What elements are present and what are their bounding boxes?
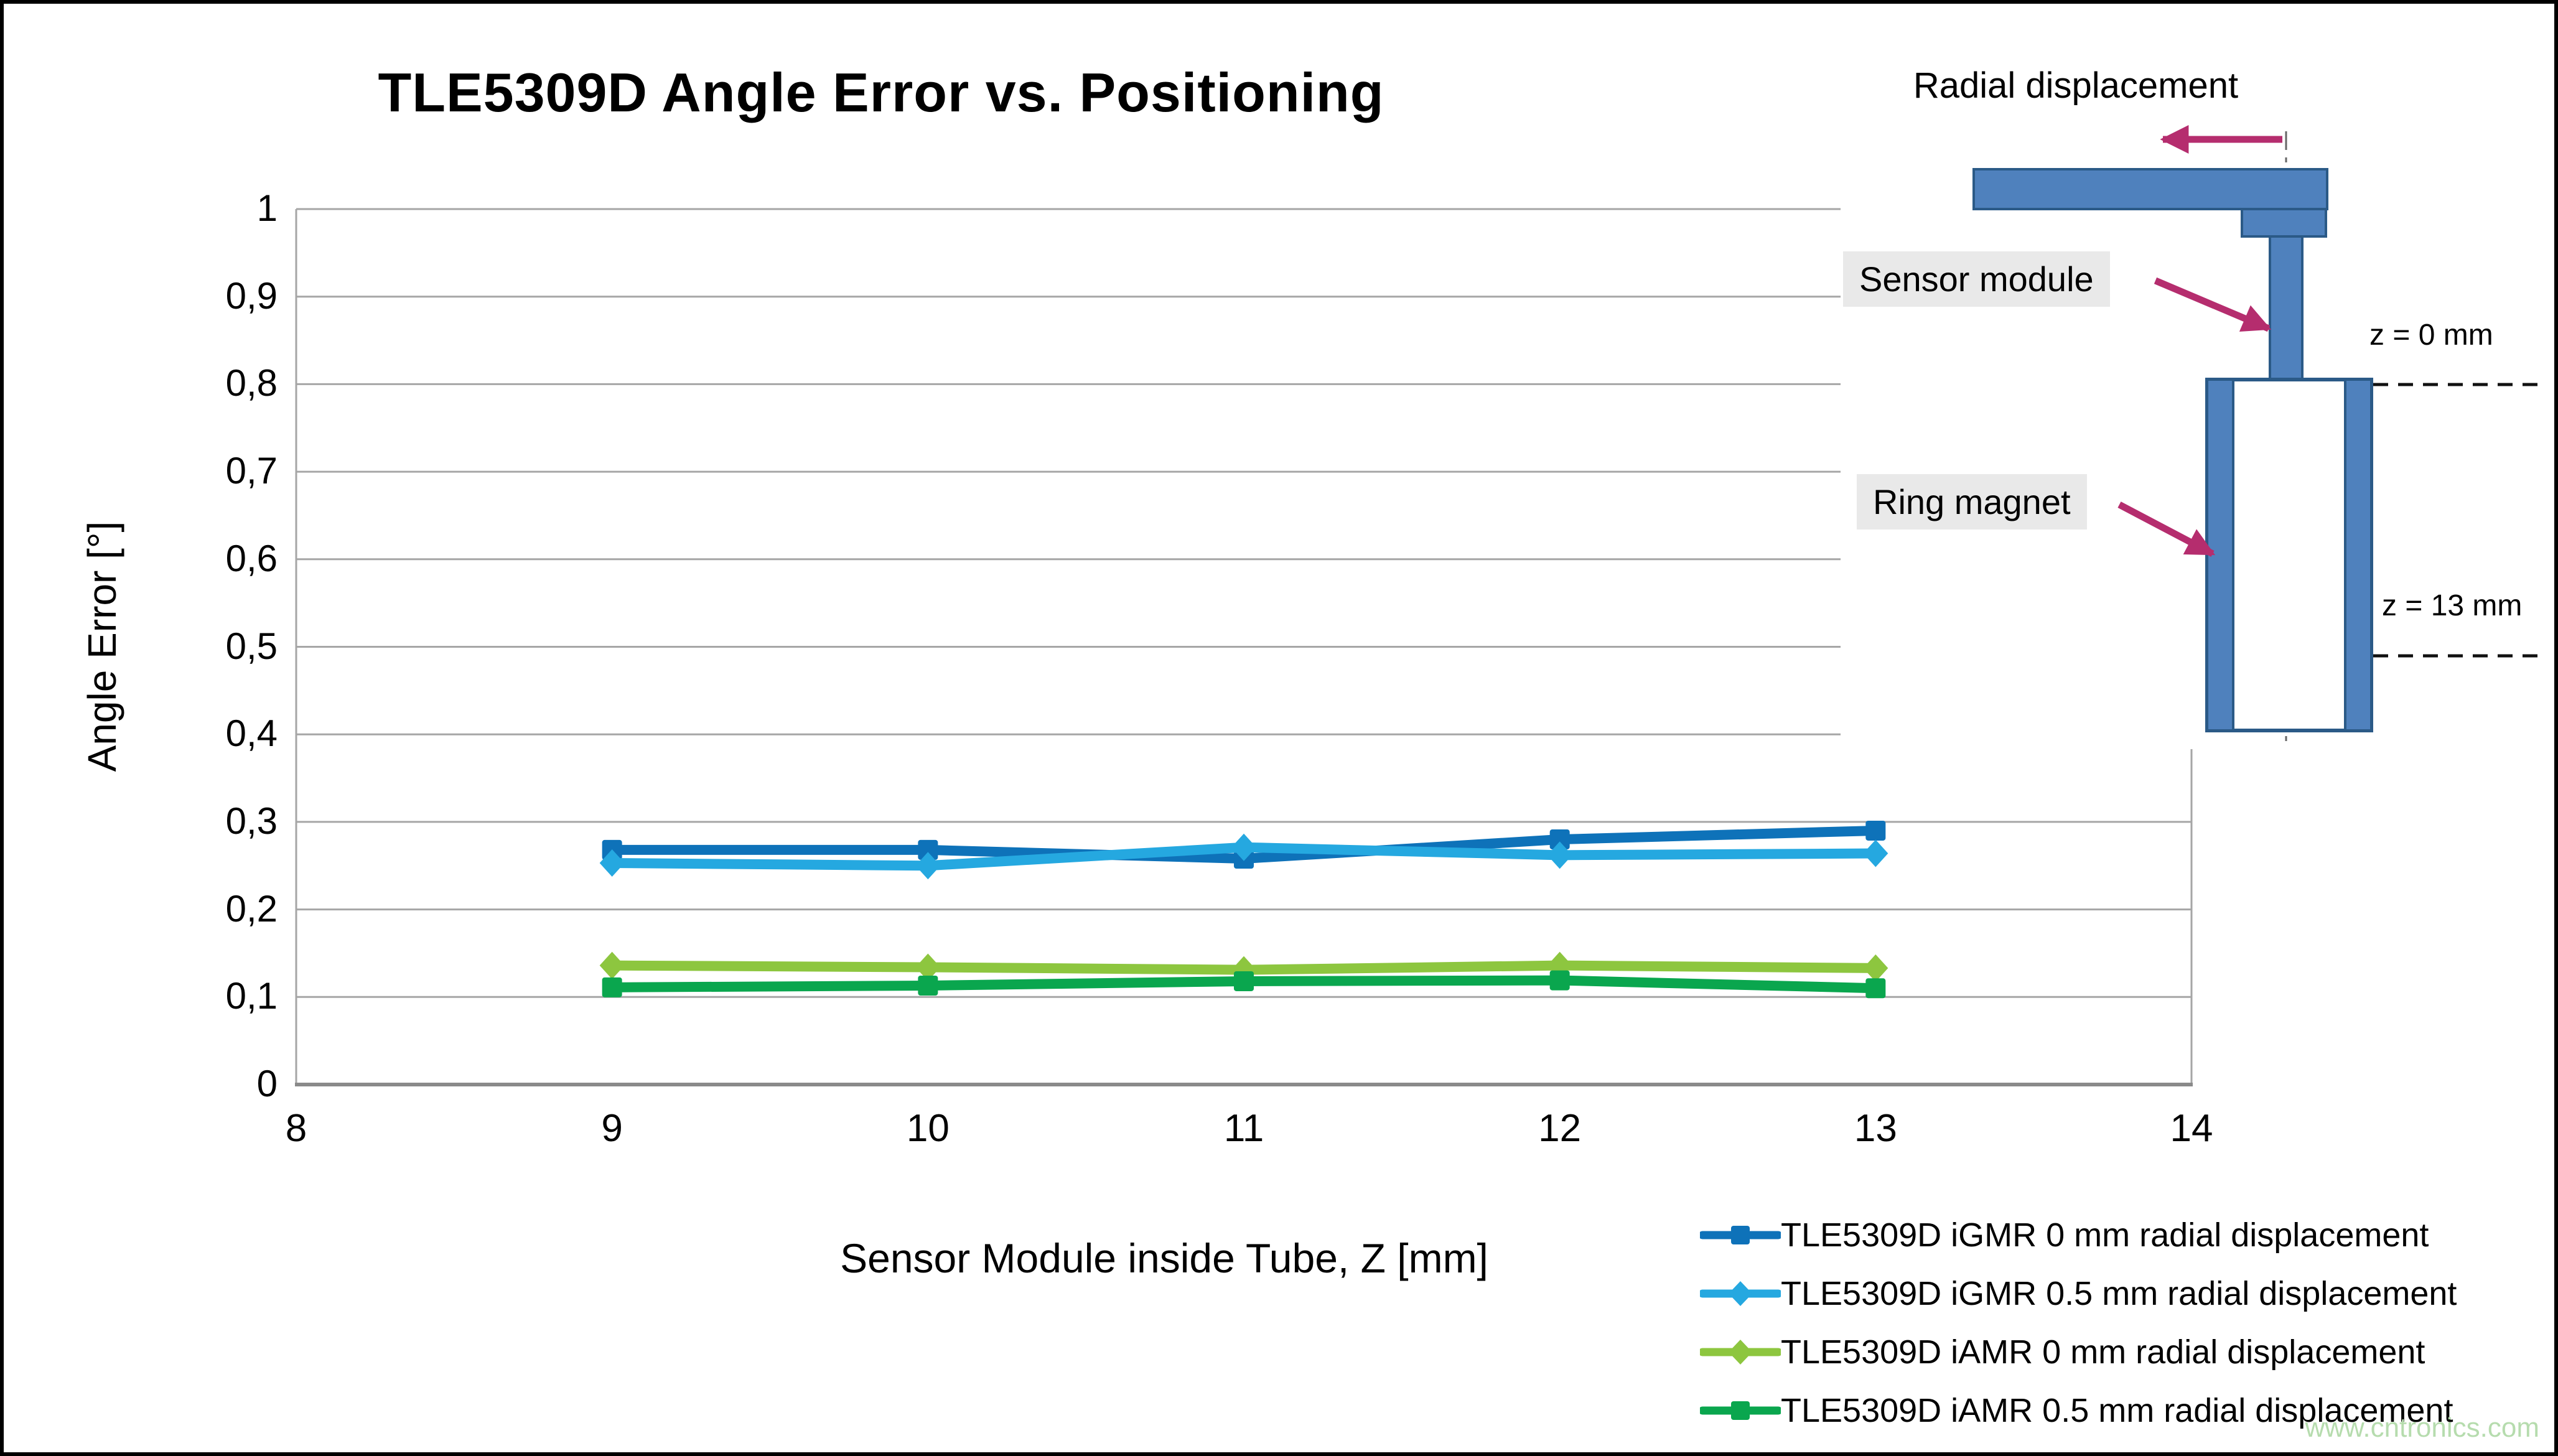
y-tick-label: 0,5 xyxy=(225,625,278,667)
y-tick-label: 0,6 xyxy=(225,537,278,579)
marker-diamond-s1 xyxy=(1231,833,1256,861)
y-tick-label: 0,1 xyxy=(225,975,278,1017)
legend-swatch xyxy=(1700,1401,1781,1420)
marker-square-s0 xyxy=(918,839,938,860)
marker-square-s3 xyxy=(602,977,622,997)
watermark: www.cntronics.com xyxy=(2305,1412,2539,1443)
legend-marker-diamond xyxy=(1729,1281,1752,1306)
chart-legend: TLE5309D iGMR 0 mm radial displacement TL… xyxy=(1700,1216,2457,1451)
y-tick-label: 0,7 xyxy=(225,450,278,492)
marker-diamond-s1 xyxy=(1863,839,1888,867)
legend-marker-square xyxy=(1731,1226,1750,1244)
legend-label: TLE5309D iAMR 0.5 mm radial displacement xyxy=(1781,1392,2453,1429)
x-tick-label: 9 xyxy=(601,1107,623,1150)
legend-swatch xyxy=(1700,1226,1781,1244)
x-tick-label: 14 xyxy=(2170,1107,2213,1150)
radial-displacement-label: Radial displacement xyxy=(1913,65,2239,106)
ring-magnet-label: Ring magnet xyxy=(1857,474,2087,530)
x-tick-label: 10 xyxy=(906,1107,950,1150)
marker-diamond-s2 xyxy=(1863,954,1888,982)
fixture-block xyxy=(2241,208,2327,238)
legend-item: TLE5309D iGMR 0 mm radial displacement xyxy=(1700,1216,2457,1254)
x-axis-title: Sensor Module inside Tube, Z [mm] xyxy=(840,1235,1488,1281)
legend-item: TLE5309D iAMR 0.5 mm radial displacement xyxy=(1700,1392,2457,1429)
z0-label: z = 0 mm xyxy=(2369,319,2493,352)
sensor-module-stem xyxy=(2269,235,2304,382)
sensor-module-label: Sensor module xyxy=(1843,251,2110,307)
legend-item: TLE5309D iAMR 0 mm radial displacement xyxy=(1700,1333,2457,1371)
marker-square-s0 xyxy=(1865,820,1886,841)
sensor-module-arrow xyxy=(2154,277,2272,332)
marker-square-s3 xyxy=(1234,971,1254,991)
fixture-arm xyxy=(1972,168,2328,210)
plot-area xyxy=(295,9,2554,1086)
diagram-background xyxy=(1841,9,2554,749)
x-tick-label: 12 xyxy=(1538,1107,1582,1150)
marker-diamond-s1 xyxy=(915,852,941,880)
x-tick-label: 8 xyxy=(285,1107,307,1150)
legend-swatch xyxy=(1700,1340,1781,1365)
legend-label: TLE5309D iGMR 0 mm radial displacement xyxy=(1781,1216,2429,1254)
legend-marker-square xyxy=(1731,1401,1750,1420)
legend-swatch xyxy=(1700,1281,1781,1306)
marker-square-s0 xyxy=(1549,829,1570,850)
y-tick-label: 0 xyxy=(256,1063,278,1104)
chart-title: TLE5309D Angle Error vs. Positioning xyxy=(378,62,1384,123)
y-tick-label: 0,8 xyxy=(225,362,278,404)
y-tick-label: 0,3 xyxy=(225,800,278,842)
y-tick-label: 0,2 xyxy=(225,887,278,930)
marker-diamond-s2 xyxy=(599,951,625,979)
legend-marker-diamond xyxy=(1729,1340,1752,1365)
ring-magnet-right-wall xyxy=(2344,378,2373,732)
x-tick-label: 11 xyxy=(1223,1107,1264,1150)
legend-label: TLE5309D iAMR 0 mm radial displacement xyxy=(1781,1333,2425,1371)
marker-diamond-s1 xyxy=(599,849,625,877)
positioning-diagram xyxy=(1841,9,2554,749)
marker-square-s3 xyxy=(1549,970,1570,991)
marker-diamond-s1 xyxy=(1547,841,1572,869)
y-tick-label: 0,4 xyxy=(225,712,278,755)
y-tick-label: 1 xyxy=(256,187,278,229)
marker-square-s3 xyxy=(918,976,938,996)
z13-label: z = 13 mm xyxy=(2382,589,2523,622)
x-tick-label: 13 xyxy=(1854,1107,1897,1150)
legend-item: TLE5309D iGMR 0.5 mm radial displacement xyxy=(1700,1275,2457,1312)
marker-square-s3 xyxy=(1865,978,1886,999)
ring-magnet-arrow xyxy=(2117,502,2216,557)
marker-diamond-s2 xyxy=(915,953,941,981)
y-tick-label: 0,9 xyxy=(225,274,278,317)
legend-label: TLE5309D iGMR 0.5 mm radial displacement xyxy=(1781,1275,2457,1312)
